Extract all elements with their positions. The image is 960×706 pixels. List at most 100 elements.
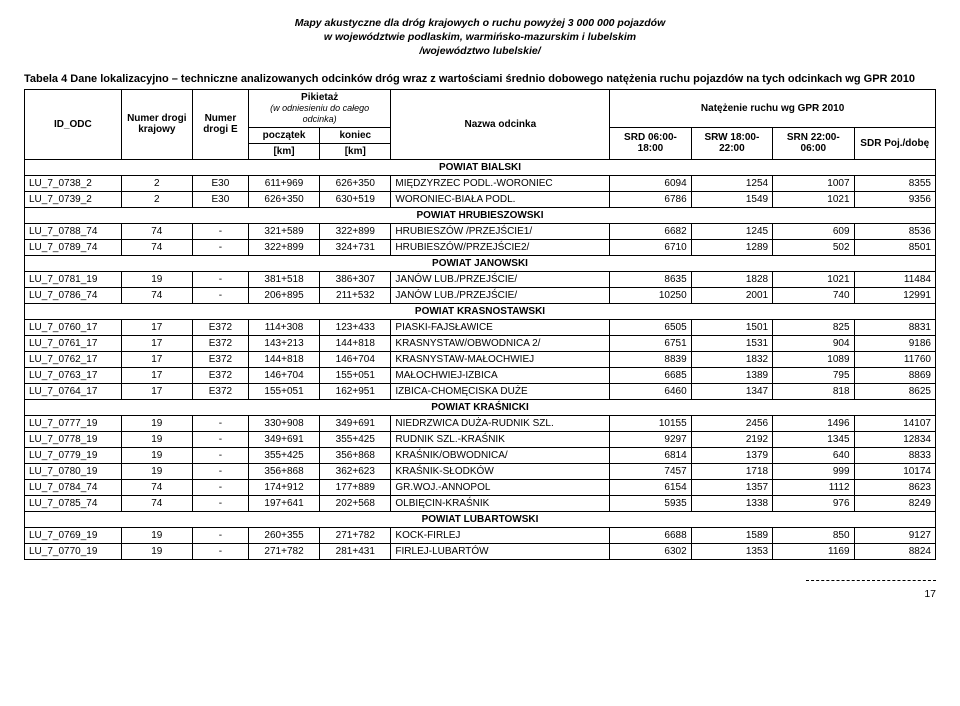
cell-krajowy: 74 — [121, 239, 192, 255]
cell-id: LU_7_0786_74 — [25, 287, 122, 303]
cell-krajowy: 19 — [121, 527, 192, 543]
cell-e: - — [192, 415, 248, 431]
cell-srd: 6460 — [610, 383, 691, 399]
cell-id: LU_7_0780_19 — [25, 463, 122, 479]
cell-koniec: 355+425 — [320, 431, 391, 447]
cell-srw: 1379 — [691, 447, 772, 463]
cell-koniec: 349+691 — [320, 415, 391, 431]
cell-krajowy: 2 — [121, 191, 192, 207]
cell-nazwa: KRAŚNIK-SŁODKÓW — [391, 463, 610, 479]
cell-srw: 1289 — [691, 239, 772, 255]
table-head: ID_ODC Numer drogi krajowy Numer drogi E… — [25, 89, 936, 159]
cell-srd: 8635 — [610, 271, 691, 287]
cell-krajowy: 17 — [121, 367, 192, 383]
cell-poczatek: 197+641 — [248, 495, 319, 511]
cell-srd: 8839 — [610, 351, 691, 367]
cell-srn: 818 — [773, 383, 854, 399]
cell-id: LU_7_0781_19 — [25, 271, 122, 287]
cell-srn: 1021 — [773, 271, 854, 287]
table-row: LU_7_0763_1717E372146+704155+051MAŁOCHWI… — [25, 367, 936, 383]
title-line-2: w województwie podlaskim, warmińsko-mazu… — [324, 31, 636, 43]
cell-koniec: 162+951 — [320, 383, 391, 399]
cell-nazwa: PIASKI-FAJSŁAWICE — [391, 319, 610, 335]
cell-e: - — [192, 431, 248, 447]
cell-krajowy: 19 — [121, 447, 192, 463]
cell-sdr: 8249 — [854, 495, 935, 511]
cell-krajowy: 17 — [121, 351, 192, 367]
cell-srd: 5935 — [610, 495, 691, 511]
cell-krajowy: 74 — [121, 495, 192, 511]
cell-sdr: 12834 — [854, 431, 935, 447]
cell-srn: 1021 — [773, 191, 854, 207]
section-row: POWIAT JANOWSKI — [25, 255, 936, 271]
cell-nazwa: OLBIĘCIN-KRAŚNIK — [391, 495, 610, 511]
section-row: POWIAT LUBARTOWSKI — [25, 511, 936, 527]
pikietaz-sub: (w odniesieniu do całego odcinka) — [270, 103, 369, 124]
cell-krajowy: 74 — [121, 287, 192, 303]
cell-srw: 1245 — [691, 223, 772, 239]
section-name: POWIAT JANOWSKI — [25, 255, 936, 271]
cell-e: E30 — [192, 191, 248, 207]
cell-id: LU_7_0785_74 — [25, 495, 122, 511]
cell-e: E372 — [192, 319, 248, 335]
cell-poczatek: 321+589 — [248, 223, 319, 239]
table-row: LU_7_0764_1717E372155+051162+951IZBICA-C… — [25, 383, 936, 399]
cell-krajowy: 17 — [121, 319, 192, 335]
table-caption: Tabela 4 Dane lokalizacyjno – techniczne… — [24, 73, 936, 85]
cell-srw: 2001 — [691, 287, 772, 303]
cell-sdr: 9127 — [854, 527, 935, 543]
col-koniec: koniec — [320, 127, 391, 143]
table-row: LU_7_0761_1717E372143+213144+818KRASNYST… — [25, 335, 936, 351]
cell-poczatek: 143+213 — [248, 335, 319, 351]
cell-srw: 1828 — [691, 271, 772, 287]
cell-srn: 1345 — [773, 431, 854, 447]
cell-poczatek: 611+969 — [248, 175, 319, 191]
cell-e: - — [192, 543, 248, 559]
cell-srw: 1389 — [691, 367, 772, 383]
cell-poczatek: 260+355 — [248, 527, 319, 543]
cell-nazwa: JANÓW LUB./PRZEJŚCIE/ — [391, 271, 610, 287]
cell-id: LU_7_0763_17 — [25, 367, 122, 383]
cell-e: E372 — [192, 367, 248, 383]
cell-srn: 1496 — [773, 415, 854, 431]
cell-srn: 609 — [773, 223, 854, 239]
cell-poczatek: 330+908 — [248, 415, 319, 431]
cell-srd: 9297 — [610, 431, 691, 447]
cell-srd: 10155 — [610, 415, 691, 431]
cell-srd: 6685 — [610, 367, 691, 383]
section-row: POWIAT BIALSKI — [25, 159, 936, 175]
cell-srd: 6751 — [610, 335, 691, 351]
cell-srw: 1501 — [691, 319, 772, 335]
cell-srw: 1832 — [691, 351, 772, 367]
cell-id: LU_7_0784_74 — [25, 479, 122, 495]
cell-nazwa: KRASNYSTAW/OBWODNICA 2/ — [391, 335, 610, 351]
cell-poczatek: 206+895 — [248, 287, 319, 303]
cell-nazwa: KRAŚNIK/OBWODNICA/ — [391, 447, 610, 463]
table-row: LU_7_0779_1919-355+425356+868KRAŚNIK/OBW… — [25, 447, 936, 463]
col-pikietaz: Pikietaż (w odniesieniu do całego odcink… — [248, 89, 391, 127]
cell-nazwa: HRUBIESZÓW/PRZEJŚCIE2/ — [391, 239, 610, 255]
cell-srw: 1718 — [691, 463, 772, 479]
table-row: LU_7_0738_22E30611+969626+350MIĘDZYRZEC … — [25, 175, 936, 191]
cell-e: - — [192, 239, 248, 255]
cell-poczatek: 155+051 — [248, 383, 319, 399]
cell-srd: 6682 — [610, 223, 691, 239]
cell-krajowy: 74 — [121, 223, 192, 239]
cell-srn: 904 — [773, 335, 854, 351]
cell-poczatek: 114+308 — [248, 319, 319, 335]
cell-sdr: 8869 — [854, 367, 935, 383]
cell-srd: 6094 — [610, 175, 691, 191]
cell-sdr: 9186 — [854, 335, 935, 351]
cell-id: LU_7_0739_2 — [25, 191, 122, 207]
title-line-3: /województwo lubelskie/ — [419, 45, 540, 57]
table-row: LU_7_0739_22E30626+350630+519WORONIEC-BI… — [25, 191, 936, 207]
cell-srd: 6710 — [610, 239, 691, 255]
cell-sdr: 8824 — [854, 543, 935, 559]
cell-srd: 6154 — [610, 479, 691, 495]
cell-srd: 6505 — [610, 319, 691, 335]
col-poczatek: początek — [248, 127, 319, 143]
cell-poczatek: 349+691 — [248, 431, 319, 447]
cell-koniec: 123+433 — [320, 319, 391, 335]
cell-sdr: 8625 — [854, 383, 935, 399]
cell-id: LU_7_0777_19 — [25, 415, 122, 431]
